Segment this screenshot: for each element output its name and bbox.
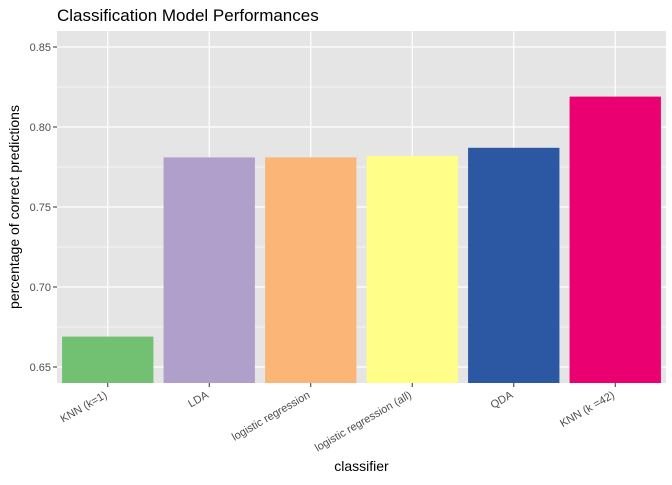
y-axis-title: percentage of correct predictions <box>6 105 22 309</box>
bar-2 <box>265 157 357 383</box>
x-tick-label: KNN (k=1) <box>59 389 110 425</box>
bar-1 <box>163 157 255 383</box>
bar-0 <box>62 336 154 383</box>
y-tick-label: 0.75 <box>30 202 51 214</box>
x-tick-label: KNN (k =42) <box>558 389 617 430</box>
x-tick-label: logistic regression (all) <box>313 389 414 454</box>
chart-title: Classification Model Performances <box>57 6 319 25</box>
x-tick-label: LDA <box>186 389 211 410</box>
x-tick-label: logistic regression <box>230 389 312 443</box>
bar-3 <box>366 155 458 383</box>
y-axis-ticks: 0.65 0.70 0.75 0.80 0.85 <box>30 42 57 374</box>
bar-4 <box>468 147 560 383</box>
bars <box>62 96 661 383</box>
y-tick-label: 0.70 <box>30 282 51 294</box>
x-tick-label: QDA <box>489 389 516 412</box>
x-axis-ticks: KNN (k=1) LDA logistic regression logistic … <box>59 383 617 454</box>
y-tick-label: 0.85 <box>30 42 51 54</box>
x-axis-title: classifier <box>334 458 389 474</box>
y-tick-label: 0.80 <box>30 122 51 134</box>
y-tick-label: 0.65 <box>30 362 51 374</box>
bar-5 <box>569 96 661 383</box>
